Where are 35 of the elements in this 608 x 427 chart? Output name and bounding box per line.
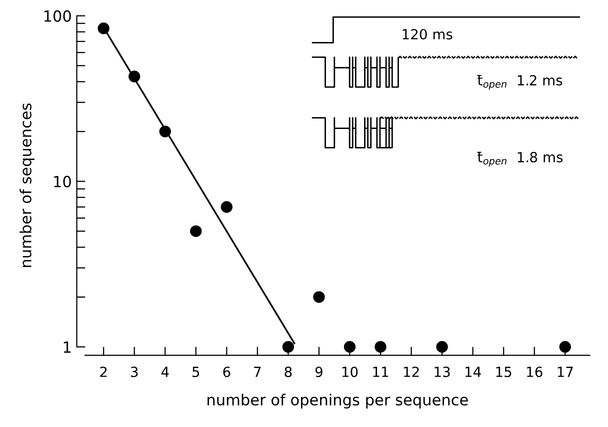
x-tick-label: 8 <box>284 366 292 378</box>
y-axis-title: number of sequences <box>20 103 34 267</box>
x-tick-label: 7 <box>254 366 261 377</box>
x-tick-label: 5 <box>192 366 200 378</box>
point <box>190 225 202 238</box>
annotation: t̄$_{open}$ 1.8 ms <box>477 152 563 166</box>
annotation: 120 ms <box>402 28 452 40</box>
x-tick-label: 12 <box>404 366 419 377</box>
x-tick-label: 13 <box>434 366 450 378</box>
x-tick-label: 11 <box>373 366 388 377</box>
point <box>159 126 171 138</box>
x-tick-label: 17 <box>558 366 573 377</box>
x-tick-label: 9 <box>315 366 322 378</box>
point <box>374 341 386 353</box>
x-tick-label: 4 <box>161 366 169 377</box>
point <box>559 341 571 353</box>
point <box>220 201 233 213</box>
y-tick-label: 10 <box>54 176 71 188</box>
point <box>98 22 110 34</box>
x-tick-label: 14 <box>466 366 481 377</box>
x-tick-label: 16 <box>527 366 542 378</box>
point <box>344 341 356 353</box>
point <box>313 291 325 303</box>
x-tick-label: 15 <box>496 366 512 378</box>
y-tick-label: 100 <box>44 10 71 22</box>
annotation: t̄$_{open}$ 1.2 ms <box>477 74 562 90</box>
point <box>282 341 294 353</box>
point <box>128 70 140 82</box>
x-tick-label: 10 <box>342 366 358 378</box>
x-tick-label: 2 <box>100 366 107 377</box>
x-tick-label: 3 <box>130 366 138 378</box>
y-tick-label: 1 <box>64 342 71 353</box>
x-tick-label: 6 <box>223 366 230 378</box>
x-axis-title: number of openings per sequence <box>208 394 468 408</box>
point <box>436 341 448 353</box>
